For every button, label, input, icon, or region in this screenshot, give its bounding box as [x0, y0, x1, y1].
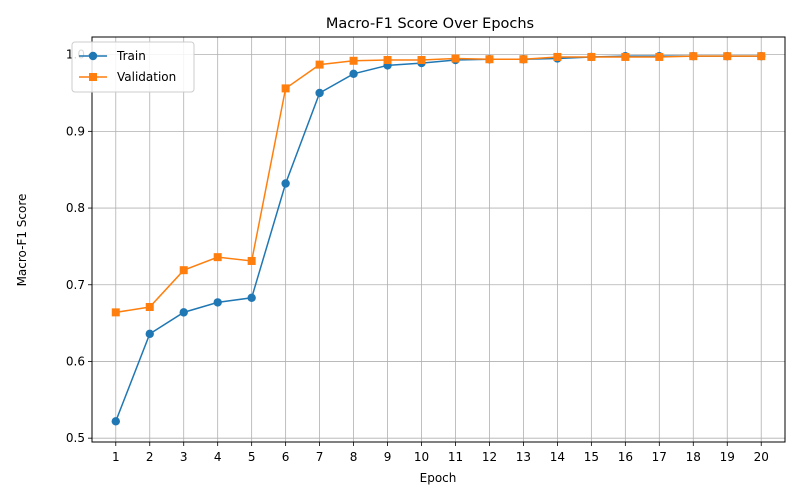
x-tick-label: 6 [282, 450, 290, 464]
data-point-train [349, 69, 358, 79]
plot-frame [91, 36, 786, 443]
data-point-validation [655, 52, 664, 61]
legend: Train Validation [71, 41, 195, 93]
x-axis-ticks: 1 2 3 4 5 6 7 8 9 10 11 12 13 14 15 16 17 18 19 20 [112, 442, 769, 464]
chart-title: Macro-F1 Score Over Epochs [326, 16, 534, 32]
legend-label: Validation [117, 70, 176, 84]
data-point-validation [757, 52, 766, 61]
legend-marker-circle [88, 51, 98, 61]
data-point-train [315, 88, 324, 98]
data-point-validation [485, 55, 494, 64]
series-layer [111, 51, 766, 426]
data-point-validation [519, 55, 528, 64]
data-point-validation [723, 52, 732, 61]
legend-label: Train [116, 49, 146, 63]
y-tick-label: 0.8 [66, 201, 85, 215]
x-tick-label: 11 [448, 450, 463, 464]
data-point-validation [315, 60, 324, 69]
x-axis-label: Epoch [420, 471, 457, 485]
data-point-validation [417, 56, 426, 65]
series-train [111, 51, 766, 426]
x-tick-label: 10 [414, 450, 429, 464]
data-point-validation [689, 52, 698, 61]
series-line-train [115, 55, 762, 422]
data-point-validation [587, 52, 596, 61]
x-tick-label: 1 [112, 450, 120, 464]
y-axis-ticks: 0.50.60.70.80.91.0 [66, 48, 92, 445]
data-point-validation [349, 56, 358, 65]
x-tick-label: 17 [652, 450, 667, 464]
y-tick-label: 0.7 [66, 278, 85, 292]
legend-entry-train: Train [79, 49, 146, 63]
x-tick-label: 19 [720, 450, 735, 464]
data-point-validation [553, 52, 562, 61]
x-tick-label: 13 [516, 450, 531, 464]
series-line-validation [115, 55, 762, 314]
data-point-train [145, 329, 154, 339]
data-point-train [213, 298, 222, 307]
x-tick-label: 12 [482, 450, 497, 464]
x-tick-label: 4 [214, 450, 222, 464]
x-tick-label: 8 [350, 450, 358, 464]
data-point-validation [451, 54, 460, 63]
data-point-validation [247, 256, 256, 265]
y-tick-label: 0.9 [66, 124, 85, 138]
data-point-validation [179, 266, 188, 275]
series-validation [111, 52, 766, 317]
data-point-train [179, 308, 188, 317]
legend-marker-square [89, 73, 97, 81]
x-tick-label: 20 [754, 450, 769, 464]
data-point-train [111, 417, 120, 426]
data-point-validation [111, 308, 120, 317]
data-point-validation [213, 253, 222, 262]
legend-entry-validation: Validation [79, 70, 176, 84]
x-tick-label: 5 [248, 450, 256, 464]
data-point-validation [145, 303, 154, 311]
x-tick-label: 16 [618, 450, 633, 464]
x-tick-label: 14 [550, 450, 565, 464]
data-point-validation [621, 52, 630, 61]
data-point-train [247, 293, 256, 302]
y-tick-label: 0.5 [66, 431, 85, 445]
x-tick-label: 15 [584, 450, 599, 464]
data-point-validation [383, 56, 392, 65]
x-tick-label: 9 [384, 450, 392, 464]
x-tick-label: 3 [180, 450, 188, 464]
data-point-train [281, 179, 290, 188]
x-tick-label: 18 [686, 450, 701, 464]
data-point-validation [281, 84, 290, 93]
x-tick-label: 7 [316, 450, 324, 464]
x-tick-label: 2 [146, 450, 154, 464]
legend-box [71, 41, 195, 93]
y-tick-label: 0.6 [66, 354, 85, 368]
y-axis-label: Macro-F1 Score [15, 194, 29, 287]
grid-lines [92, 37, 785, 442]
